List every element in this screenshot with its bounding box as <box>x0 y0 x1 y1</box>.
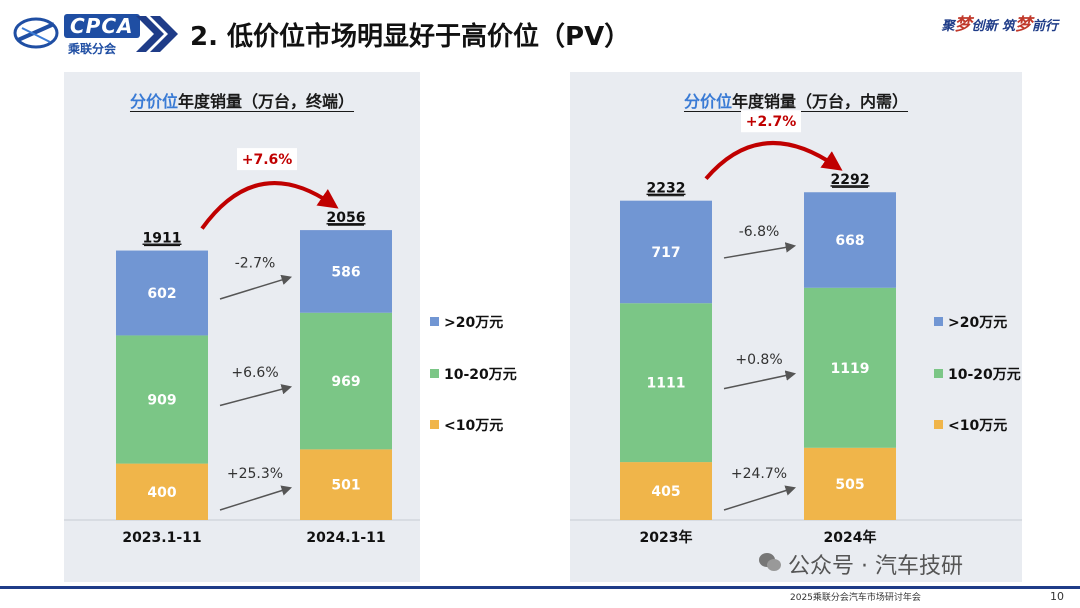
header: CPCA 乘联分会 2. 低价位市场明显好于高价位（PV） 聚梦创新 筑梦前行 <box>0 0 1080 72</box>
change-label: -2.7% <box>235 255 276 271</box>
chart-title-key: 分价位 <box>683 92 732 111</box>
data-label: 505 <box>835 477 864 493</box>
change-label: +24.7% <box>731 466 787 482</box>
bar-segment <box>300 449 392 520</box>
legend-label: >20万元 <box>444 315 503 331</box>
total-label: 2292 <box>831 172 870 188</box>
bar-segment <box>300 230 392 313</box>
change-arrow <box>219 274 293 300</box>
total-label: 1911 <box>143 231 182 247</box>
x-tick-label: 2023.1-11 <box>122 530 201 546</box>
data-label: 586 <box>331 264 360 280</box>
change-label: +25.3% <box>227 466 283 482</box>
logo-subtitle: 乘联分会 <box>68 42 117 56</box>
wechat-icon <box>759 553 781 571</box>
slogan-part: 创新 筑 <box>971 19 1015 34</box>
data-label: 400 <box>147 485 176 501</box>
bar-segment <box>620 200 712 304</box>
change-arrow <box>723 242 797 259</box>
chart-title: 分价位年度销量（万台，内需） <box>570 88 1022 112</box>
legend-swatch <box>430 317 439 326</box>
logo-text: CPCA <box>64 14 140 38</box>
legend-label: 10-20万元 <box>948 367 1021 383</box>
legend-swatch <box>934 420 943 429</box>
total-change-arrow <box>704 141 843 180</box>
data-label: 405 <box>651 484 680 500</box>
total-change-box <box>741 110 801 133</box>
change-arrow <box>723 485 797 511</box>
x-tick-label: 2024.1-11 <box>306 530 385 546</box>
data-label: 1111 <box>647 376 686 392</box>
page-title: 2. 低价位市场明显好于高价位（PV） <box>190 22 631 52</box>
footer-divider <box>0 586 1080 589</box>
change-arrow <box>219 384 293 407</box>
bar-segment <box>300 312 392 450</box>
slogan: 聚梦创新 筑梦前行 <box>941 10 1058 35</box>
slogan-part: 聚 <box>941 19 955 34</box>
data-label: 909 <box>147 393 176 409</box>
logo-globe-icon <box>13 17 59 49</box>
change-label: +0.8% <box>735 352 782 368</box>
chart-title-rest: 年度销量（万台，终端） <box>178 92 355 111</box>
legend-label: <10万元 <box>444 418 503 434</box>
total-change-box <box>237 148 297 171</box>
watermark-text: 公众号 · 汽车技研 <box>788 554 963 579</box>
data-label: 1119 <box>831 361 870 377</box>
legend-swatch <box>430 420 439 429</box>
bar-segment <box>804 447 896 520</box>
data-label: 969 <box>331 374 360 390</box>
footer-text: 2025乘联分会汽车市场研讨年会 <box>790 593 921 603</box>
chart-title-rest: 年度销量（万台，内需） <box>732 92 909 111</box>
chart-title: 分价位年度销量（万台，终端） <box>64 88 420 112</box>
data-label: 501 <box>331 478 360 494</box>
data-label: 668 <box>835 233 864 249</box>
data-label: 602 <box>147 286 176 302</box>
change-label: -6.8% <box>739 224 780 240</box>
bar-segment <box>804 287 896 448</box>
legend-swatch <box>934 369 943 378</box>
chart-title-key: 分价位 <box>129 92 178 111</box>
total-change-label: +7.6% <box>242 152 293 168</box>
bar-segment <box>804 192 896 288</box>
total-label: 2232 <box>647 181 686 197</box>
slogan-highlight: 梦 <box>954 15 972 35</box>
slogan-part: 前行 <box>1031 19 1058 34</box>
bar-segment <box>116 250 208 336</box>
legend-swatch <box>430 369 439 378</box>
legend-swatch <box>934 317 943 326</box>
slogan-highlight: 梦 <box>1014 15 1032 35</box>
change-label: +6.6% <box>231 365 278 381</box>
chevron-right-icon <box>136 16 178 52</box>
cpca-logo: CPCA 乘联分会 <box>10 8 140 58</box>
data-label: 717 <box>651 245 680 261</box>
legend-label: <10万元 <box>948 418 1007 434</box>
change-arrow <box>723 370 797 390</box>
x-tick-label: 2024年 <box>824 529 877 546</box>
bar-segment <box>620 462 712 520</box>
page-number: 10 <box>1050 590 1064 603</box>
x-tick-label: 2023年 <box>640 529 693 546</box>
total-change-arrow <box>200 181 339 230</box>
legend-label: 10-20万元 <box>444 367 517 383</box>
watermark: 公众号 · 汽车技研 <box>760 548 963 580</box>
total-label: 2056 <box>327 210 366 226</box>
change-arrow <box>219 485 293 511</box>
bar-segment <box>620 303 712 463</box>
total-change-label: +2.7% <box>746 114 797 130</box>
bar-segment <box>116 463 208 520</box>
bar-segment <box>116 335 208 464</box>
legend-label: >20万元 <box>948 315 1007 331</box>
